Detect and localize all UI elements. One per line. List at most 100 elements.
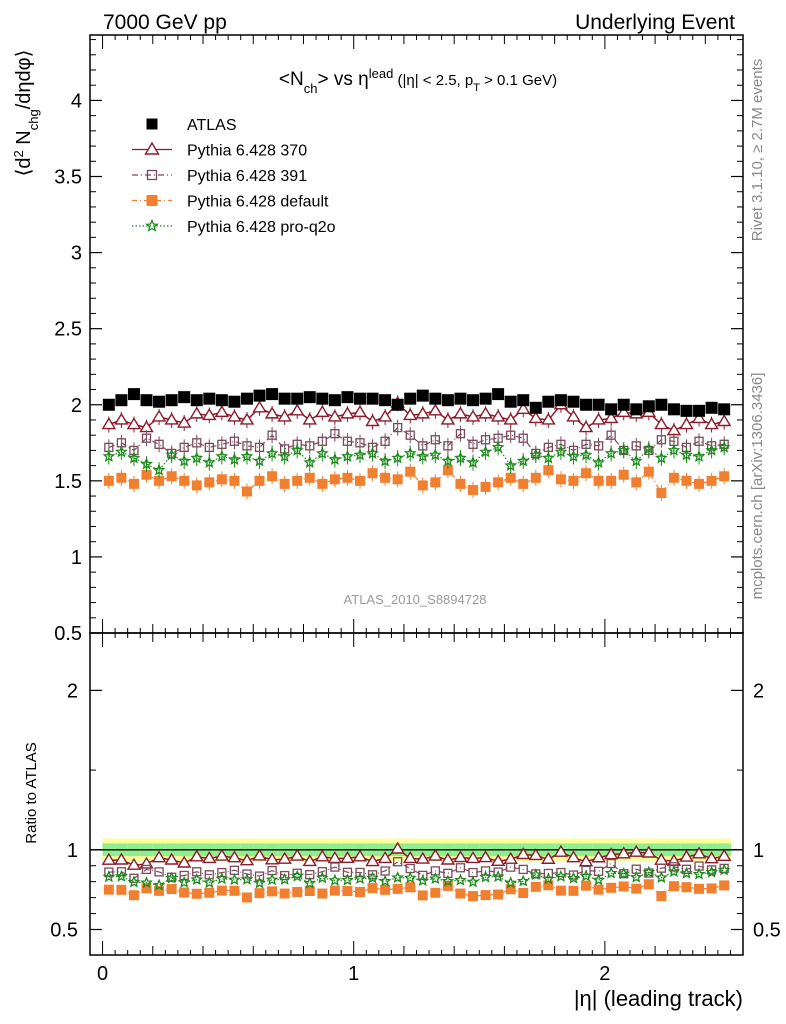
ratio-point-default [292, 886, 303, 897]
point-370 [591, 412, 606, 425]
point-atlas [441, 394, 454, 407]
point-default [593, 475, 604, 486]
point-default [154, 475, 165, 486]
point-atlas [630, 403, 643, 416]
point-370 [440, 412, 456, 425]
ratio-point-391 [556, 867, 566, 878]
point-default [681, 475, 692, 486]
point-default [668, 472, 679, 483]
point-default [543, 465, 554, 476]
ratio-point-default [480, 890, 491, 901]
point-370 [302, 412, 317, 425]
point-atlas [605, 403, 618, 416]
point-370 [252, 400, 267, 413]
ratio-point-370 [415, 851, 431, 864]
ratio-point-pro-q2o [378, 874, 392, 887]
ratio-point-370 [428, 848, 443, 861]
point-370 [227, 409, 242, 422]
ratio-point-pro-q2o [165, 871, 178, 884]
point-atlas [467, 394, 480, 407]
point-391 [443, 441, 453, 451]
point-370 [340, 406, 355, 419]
point-default [367, 468, 378, 479]
point-default [329, 474, 340, 485]
ratio-point-default [392, 883, 403, 894]
header-right: Underlying Event [575, 11, 735, 34]
ratio-point-default [103, 884, 114, 895]
point-default [719, 471, 730, 482]
point-370 [365, 414, 380, 427]
ratio-point-370 [227, 850, 242, 863]
point-pro-q2o [717, 440, 731, 453]
ratio-point-391 [292, 868, 302, 878]
point-atlas [140, 394, 153, 407]
point-default [505, 472, 516, 483]
point-pro-q2o [353, 448, 367, 461]
point-391 [355, 438, 365, 448]
ratio-point-370 [490, 853, 506, 867]
ratio-point-default [505, 884, 516, 895]
point-391 [606, 430, 616, 440]
ratio-point-default [405, 882, 416, 893]
point-370 [528, 411, 544, 424]
ratio-point-370 [679, 849, 694, 862]
point-default [656, 488, 667, 499]
point-391 [204, 442, 214, 453]
point-pro-q2o [680, 448, 693, 461]
watermark: ATLAS_2010_S8894728 [344, 592, 487, 607]
ratio-point-pro-q2o [504, 876, 518, 889]
ratio-point-391 [242, 869, 252, 879]
ratio-point-391 [518, 864, 528, 875]
point-atlas [416, 389, 429, 402]
ratio-point-default [681, 882, 692, 893]
point-370 [327, 409, 343, 422]
ratio-point-391 [644, 868, 654, 878]
point-370 [578, 420, 594, 433]
point-pro-q2o [617, 443, 631, 456]
point-370 [352, 405, 368, 418]
ratio-point-pro-q2o [341, 873, 354, 886]
point-default [405, 466, 416, 477]
y-axis-label-ratio: Ratio to ATLAS [23, 742, 40, 843]
ratio-point-391 [393, 857, 403, 867]
ratio-point-370 [566, 850, 581, 863]
ratio-point-370 [340, 850, 355, 864]
ratio-point-default [367, 883, 378, 894]
point-default [694, 478, 705, 489]
axis-ticks: 0.5 1 1.5 2 2.5 3 3.5 4 0.5 0.5 1 1 2 2 0 1 2 [50, 35, 781, 985]
point-pro-q2o [454, 451, 467, 464]
point-pro-q2o [303, 455, 317, 468]
ratio-point-391 [455, 863, 466, 873]
point-pro-q2o [692, 449, 706, 462]
point-391 [254, 442, 265, 453]
legend-label-pro-q2o: Pythia 6.428 pro-q2o [187, 219, 336, 236]
point-atlas [253, 389, 266, 402]
point-atlas [504, 395, 517, 408]
point-391 [518, 433, 528, 443]
point-pro-q2o [541, 451, 555, 464]
point-pro-q2o [290, 443, 304, 456]
legend-label-default: Pythia 6.428 default [187, 194, 329, 211]
ratio-point-pro-q2o [278, 872, 292, 885]
point-default [241, 486, 252, 497]
ratio-point-pro-q2o [667, 864, 681, 878]
ratio-point-370 [126, 857, 142, 870]
ratio-point-default [204, 887, 215, 898]
point-atlas [542, 395, 555, 408]
ratio-point-pro-q2o [353, 871, 367, 885]
point-atlas [153, 395, 166, 408]
ratio-point-370 [541, 851, 556, 864]
point-pro-q2o [479, 445, 492, 458]
ratio-point-pro-q2o [152, 878, 166, 891]
point-pro-q2o [516, 454, 530, 467]
point-default [643, 466, 654, 477]
point-370 [666, 423, 682, 436]
ratio-point-370 [478, 850, 493, 863]
ratio-point-default [518, 887, 529, 898]
ratio-point-pro-q2o [705, 865, 719, 878]
ratio-point-pro-q2o [391, 871, 405, 884]
point-default [581, 468, 592, 479]
point-default [128, 478, 139, 489]
point-default [555, 474, 566, 485]
line-pro-q2o [108, 446, 725, 471]
